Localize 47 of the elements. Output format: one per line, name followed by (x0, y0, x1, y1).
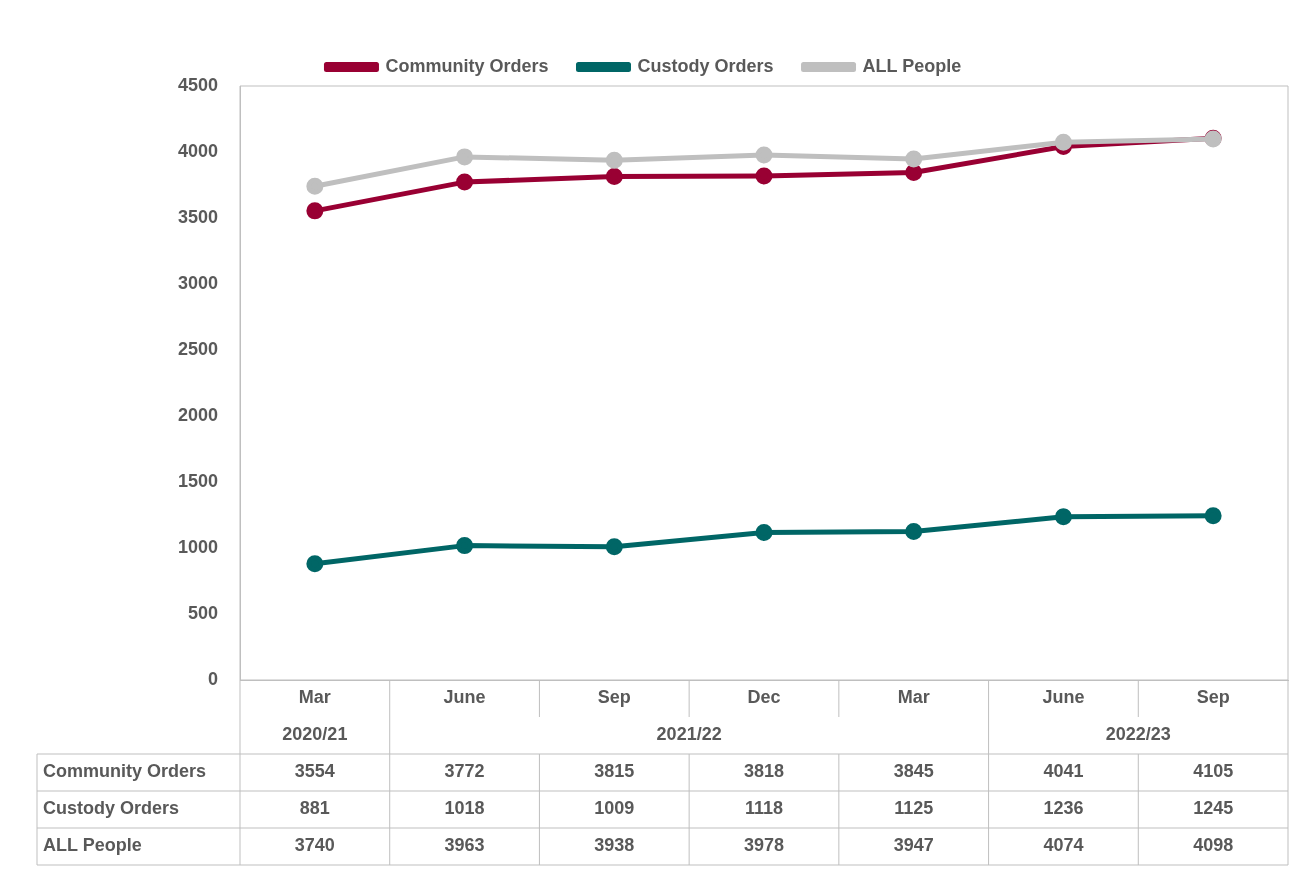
data-label: 3818 (743, 761, 785, 782)
y-tick-label: 3500 (177, 206, 218, 227)
data-label: 1125 (894, 798, 934, 819)
y-tick-label: 3000 (177, 272, 218, 293)
x-tick-label: Sep (597, 687, 631, 708)
legend-label: ALL People (862, 55, 962, 76)
y-tick-label: 1000 (177, 536, 218, 557)
legend-label: Community Orders (385, 55, 549, 76)
x-tick-label: Sep (1196, 687, 1230, 708)
y-tick-label: 4000 (177, 140, 218, 161)
x-tick-label: June (443, 687, 486, 708)
data-label: 4041 (1043, 761, 1084, 782)
text: ALL People (43, 835, 142, 856)
data-label: 4098 (1193, 835, 1234, 856)
y-tick-label: 500 (187, 602, 218, 623)
text: Community Orders (43, 761, 207, 782)
data-label: 3815 (594, 761, 635, 782)
data-label: 1245 (1193, 798, 1234, 819)
data-label: 3554 (294, 761, 335, 782)
data-label: 3963 (444, 835, 485, 856)
data-label: 3947 (893, 835, 934, 856)
data-label: 4074 (1043, 835, 1084, 856)
x-tick-label: Mar (298, 687, 331, 708)
data-label: 881 (299, 798, 330, 819)
y-tick-label: 2000 (177, 404, 218, 425)
legend-label: Custody Orders (637, 55, 774, 76)
data-label: 4105 (1193, 761, 1234, 782)
data-label: 3978 (743, 835, 785, 856)
text: Custody Orders (43, 798, 180, 819)
data-label: 1236 (1043, 798, 1084, 819)
text: 2021/22 (656, 724, 722, 745)
text: 2020/21 (282, 724, 348, 745)
data-label: 3845 (893, 761, 934, 782)
y-tick-label: 0 (207, 668, 218, 689)
data-label: 3740 (294, 835, 335, 856)
data-label: 1118 (744, 798, 784, 819)
data-label: 1018 (444, 798, 485, 819)
data-label: 1009 (594, 798, 635, 819)
text: 2022/23 (1105, 724, 1171, 745)
x-tick-label: Dec (747, 687, 781, 708)
y-tick-label: 1500 (177, 470, 218, 491)
data-label: 3772 (444, 761, 485, 782)
y-tick-label: 4500 (177, 74, 218, 95)
data-label: 3938 (594, 835, 635, 856)
x-tick-label: Mar (897, 687, 930, 708)
y-tick-label: 2500 (177, 338, 218, 359)
x-tick-label: June (1042, 687, 1085, 708)
